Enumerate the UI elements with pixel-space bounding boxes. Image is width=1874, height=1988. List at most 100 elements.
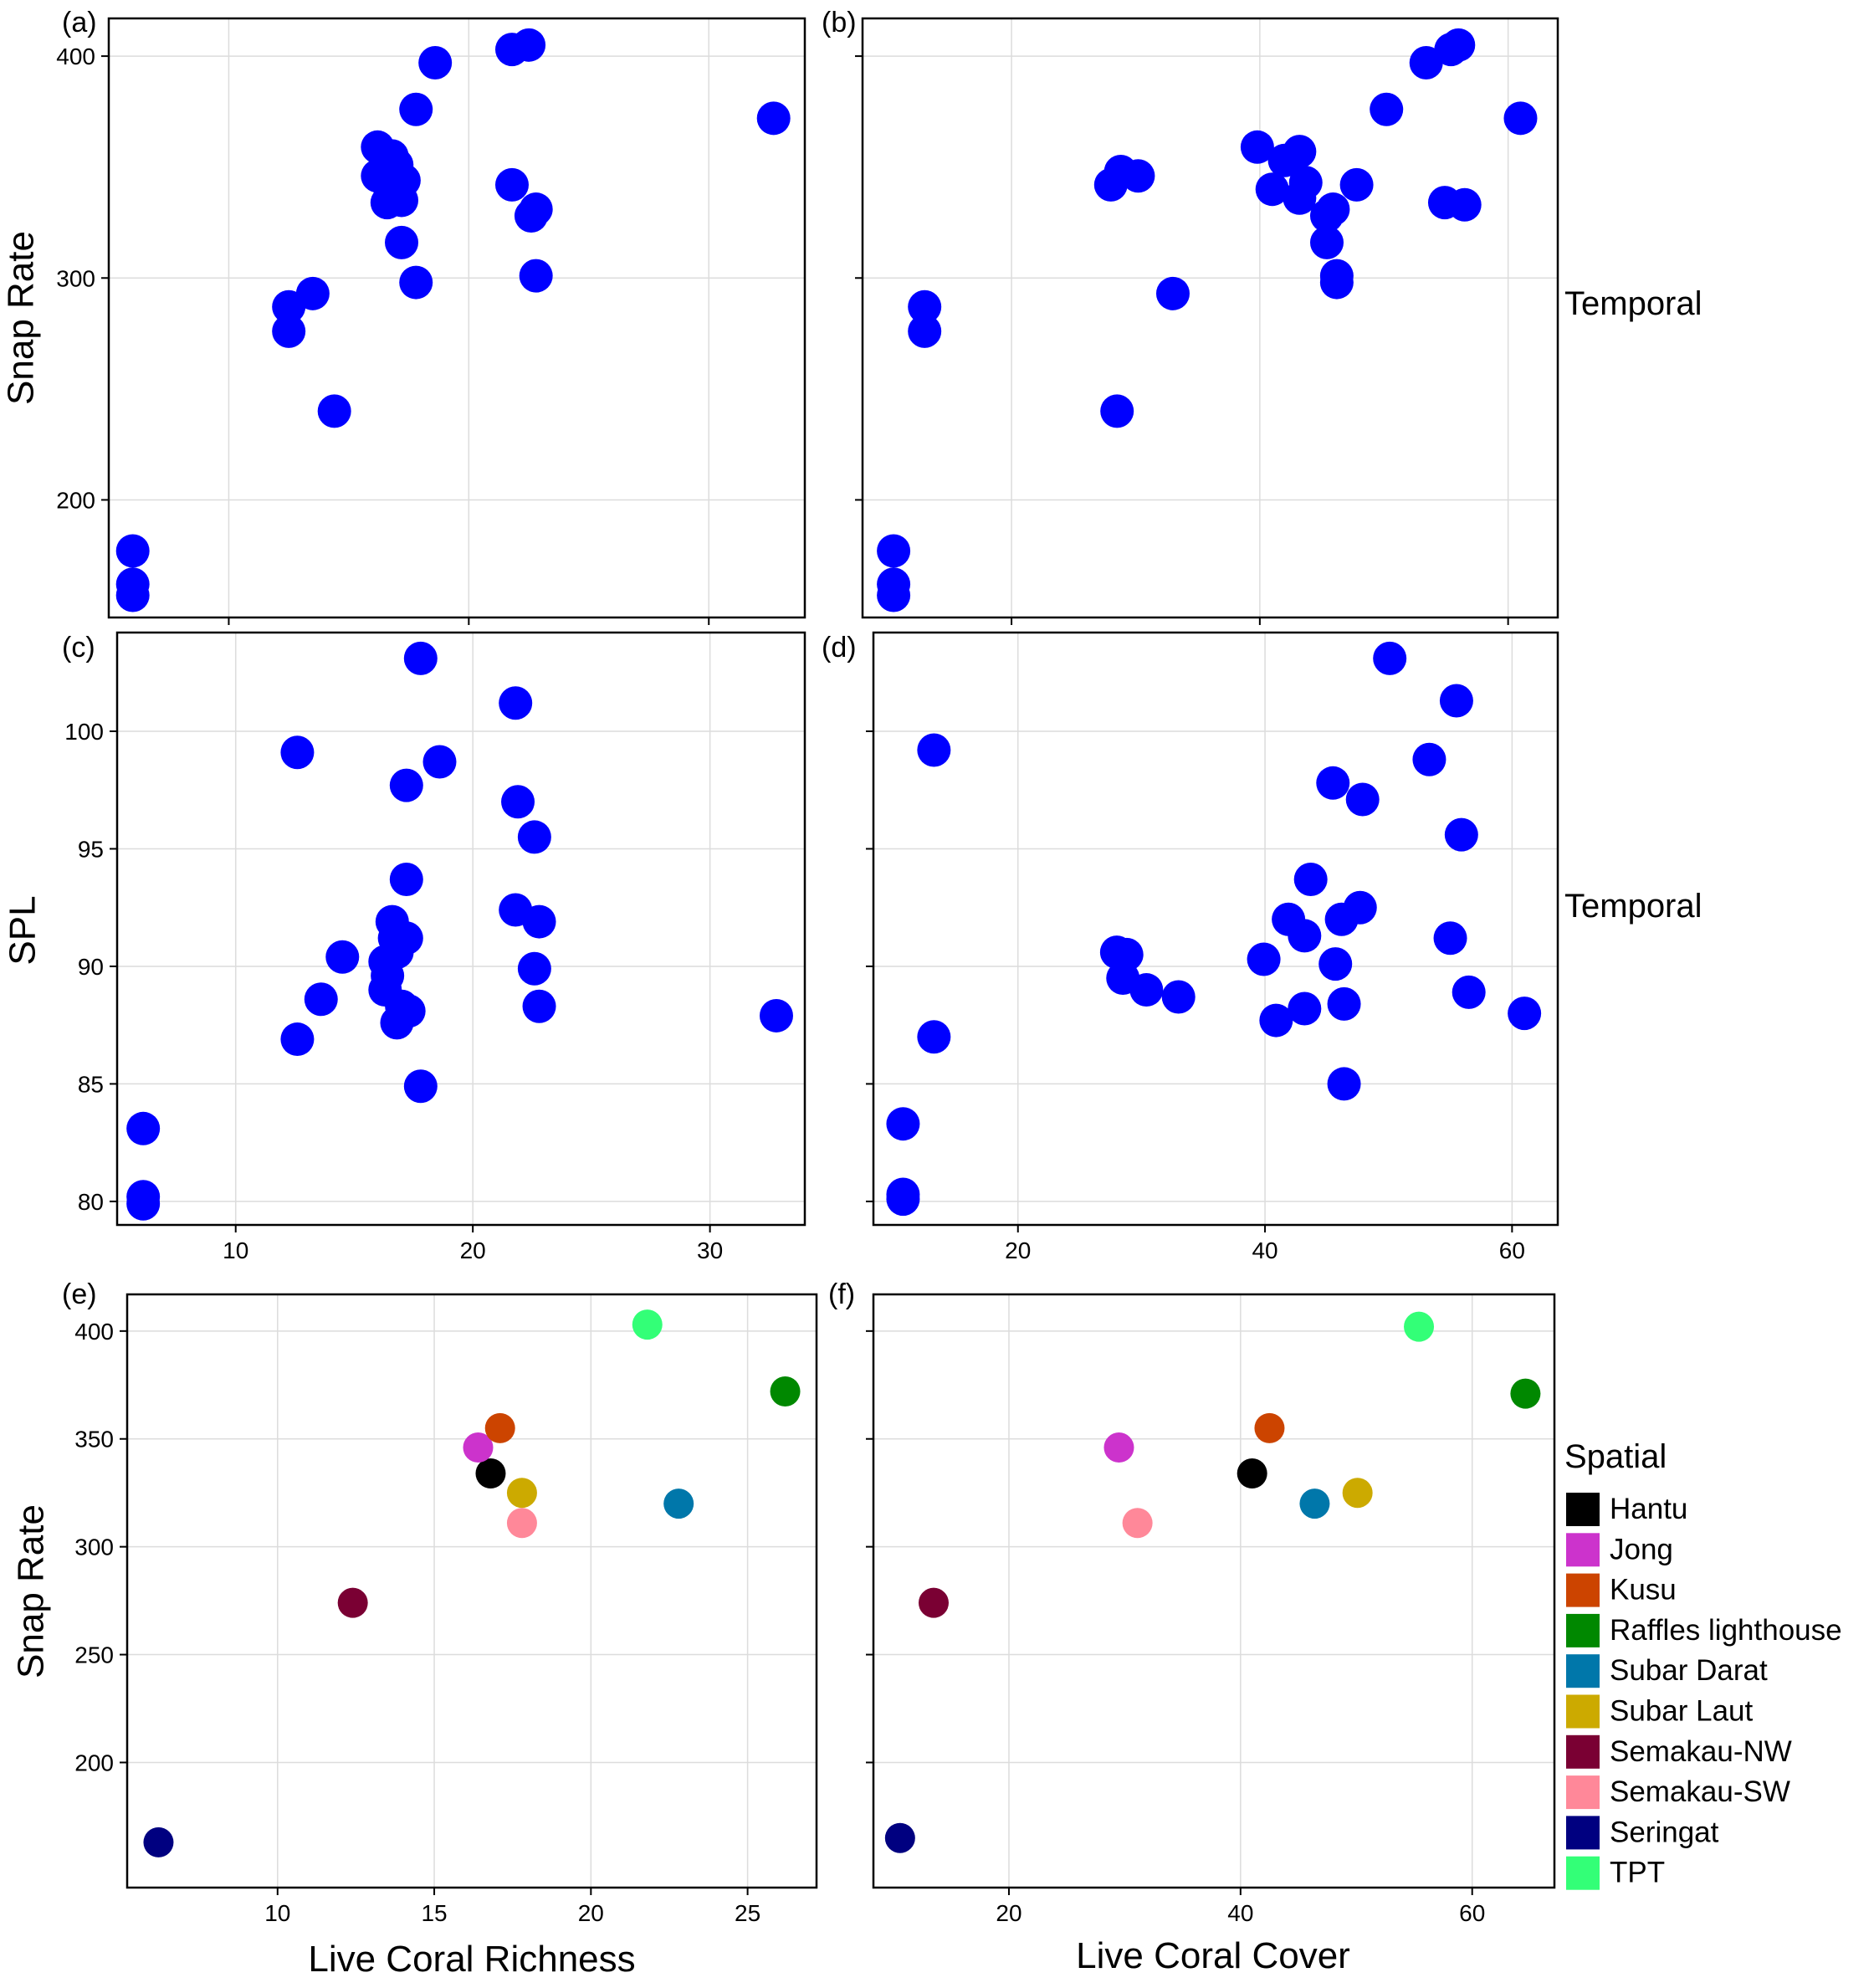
panel-e-y-tick-label: 200 [74,1750,114,1775]
panel-c-point [389,768,423,802]
panel-a-facet-label: Temporal [1564,285,1702,322]
panel-a-point [756,101,791,136]
panel-b-point [1370,92,1404,126]
panel-e-x-tick-label: 15 [421,1900,447,1926]
panel-f-point-subar-darat [1299,1488,1330,1519]
panel-c-point [517,951,551,986]
panel-b-point [1319,265,1354,300]
panel-e-point-hantu [475,1458,506,1488]
panel-b-point [1240,130,1274,164]
panel-d-point [1288,919,1322,953]
panel-e-y-tick-label: 300 [74,1535,114,1560]
panel-a-point [385,225,419,259]
panel-b-point [1288,166,1323,200]
panel-f-point-raffles-lighthouse [1510,1378,1541,1409]
panel-c-point [280,1022,315,1057]
panel-c-frame [115,631,806,1227]
panel-e-point-semakau-nw [337,1587,368,1618]
panel-c-point [389,863,423,896]
panel-d-point [1412,742,1446,776]
panel-b-point [1441,28,1476,62]
panel-f-point-kusu [1254,1412,1285,1443]
panel-e-x-tick-label: 20 [578,1900,604,1926]
panel-d-point [1318,947,1353,981]
panel-a-point [519,192,553,227]
panel-a-point [295,276,330,310]
legend-swatch-raffles-lighthouse [1566,1613,1600,1647]
panel-b-point [908,314,942,348]
panel-d-point [1293,863,1328,896]
panel-c-point [522,904,556,939]
panel-a-point [115,534,150,568]
panel-c-x-tick-label: 10 [223,1237,248,1263]
panel-d-x-tick-label: 40 [1252,1237,1277,1263]
panel-b-point [877,578,911,612]
panel-b-point [1339,167,1374,202]
legend-swatch-subar-laut [1566,1694,1600,1729]
panel-d-point [1343,890,1377,925]
panel-d-point [886,1182,920,1217]
panel-e-x-tick-label: 10 [264,1900,290,1926]
legend-label-semakau-sw: Semakau-SW [1610,1775,1790,1808]
legend-label-hantu: Hantu [1610,1493,1687,1525]
panel-c-point [403,1069,438,1104]
panel-f-point-jong [1103,1432,1134,1463]
legend-swatch-hantu [1566,1493,1600,1526]
panel-d-point [1129,973,1164,1007]
legend-swatch-semakau-nw [1566,1734,1600,1769]
panel-c-point [126,1186,161,1221]
panel-a-y-tick-label: 300 [56,265,95,291]
legend-label-subar-laut: Subar Laut [1610,1695,1754,1728]
panel-e-point-jong [463,1432,494,1463]
panel-d-point [917,1020,951,1054]
panel-e-label: (e) [62,1278,97,1310]
legend-swatch-subar-darat [1566,1654,1600,1688]
panel-e-x-axis-title: Live Coral Richness [308,1939,635,1980]
spatial-legend: Spatial Hantu Jong Kusu Raffles lighthouse Su… [1564,1438,1842,1890]
panel-a-y-tick-label: 200 [56,487,95,513]
panel-d-point [1452,975,1486,1009]
panel-f-x-axis-title: Live Coral Cover [1076,1935,1350,1976]
legend-title: Spatial [1564,1438,1667,1475]
panel-c-point [422,745,457,779]
legend-label-raffles-lighthouse: Raffles lighthouse [1610,1614,1842,1647]
panel-d-point [1327,986,1361,1021]
panel-c-point [325,940,360,974]
panel-e-y-tick-label: 250 [74,1642,114,1668]
panel-c-point [759,998,793,1032]
panel-d-point [1444,817,1478,852]
legend-swatch-semakau-sw [1566,1775,1600,1810]
panel-b-point [1100,394,1134,428]
panel-e-y-axis-title: Snap Rate [11,1504,52,1678]
panel-a-point [272,314,306,348]
panel-d-point [1109,937,1144,971]
panel-c-point [522,989,556,1023]
panel-a-point [494,167,529,202]
panel-e-point-subar-darat [663,1488,694,1519]
panel-c-point [126,1111,161,1145]
panel-e-point-kusu [484,1412,515,1443]
panel-a-point [317,394,351,428]
panel-f-label: (f) [828,1278,855,1310]
panel-d-point [917,733,951,767]
panel-d-point [1439,684,1473,718]
panel-c-point [499,686,533,720]
panel-f-x-tick-label: 20 [996,1900,1021,1926]
legend-label-semakau-nw: Semakau-NW [1610,1735,1792,1768]
panel-f-point-semakau-sw [1122,1508,1153,1539]
panel-d-point [1373,641,1407,675]
panel-b-point [908,289,942,324]
panel-d-point [1161,980,1196,1014]
panel-d-point [886,1107,920,1141]
panel-d-label: (d) [822,632,857,664]
panel-b-point [1283,135,1317,169]
panel-d-point [1327,1067,1361,1101]
panel-b-point [1121,159,1155,193]
panel-b-point [1316,192,1350,227]
panel-b-point [1255,172,1289,207]
panel-e-point-tpt [632,1309,663,1340]
panel-c-y-tick-label: 95 [78,836,104,862]
panel-a-y-tick-label: 400 [56,44,95,69]
panel-c-point [403,641,438,675]
panel-f-point-subar-laut [1342,1478,1373,1509]
